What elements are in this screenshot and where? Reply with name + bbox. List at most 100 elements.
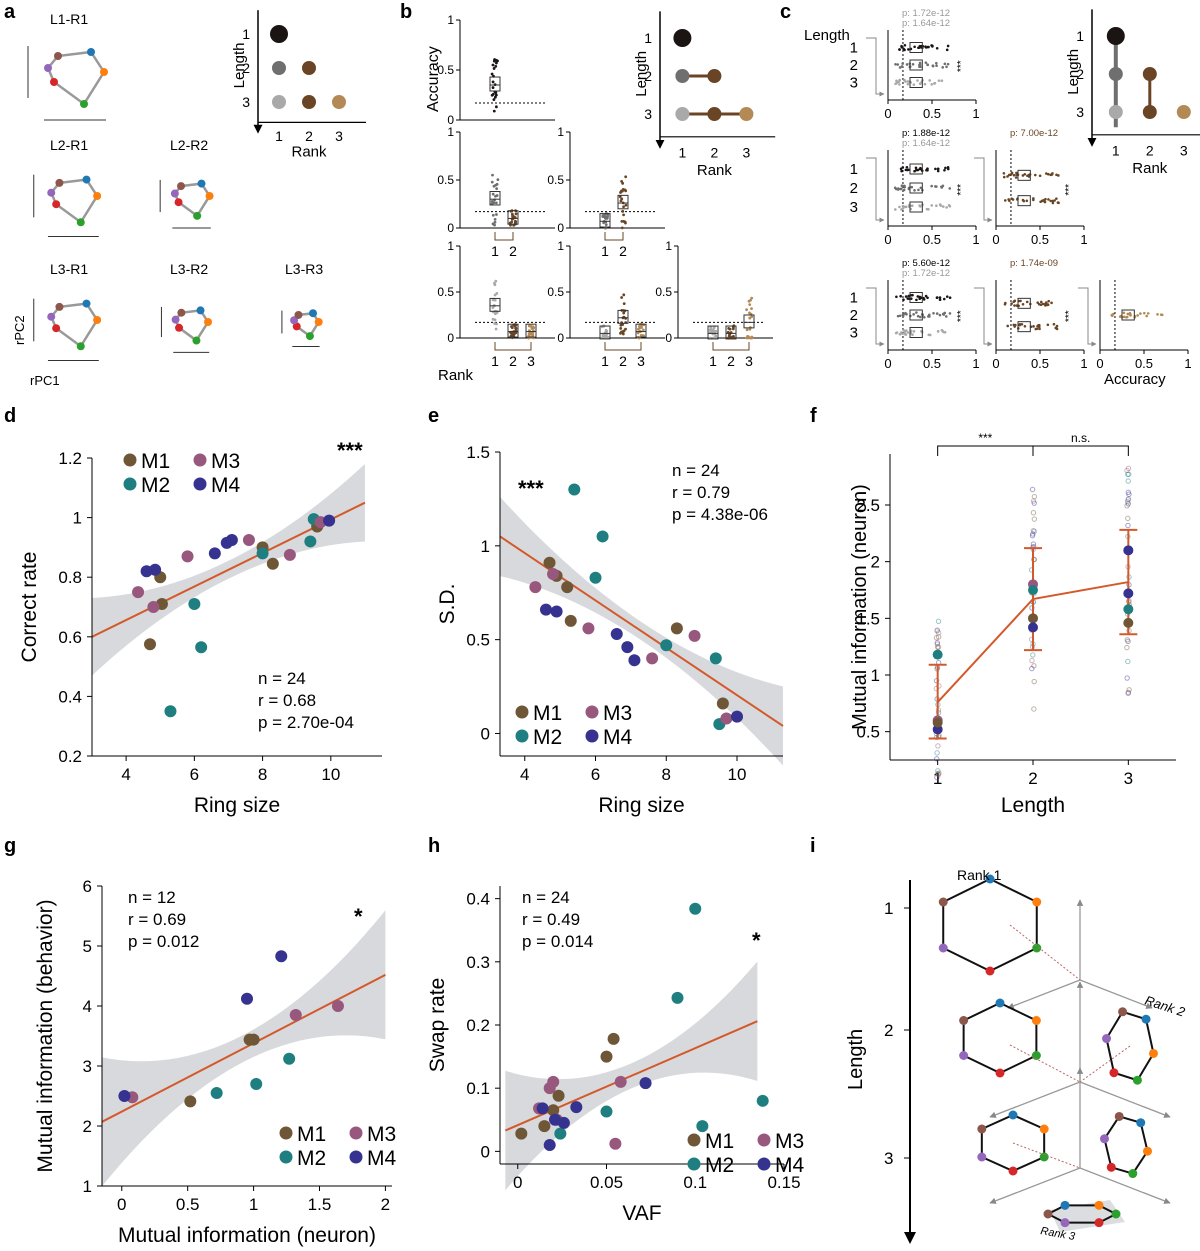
data-point — [539, 603, 552, 616]
ring-node — [197, 179, 206, 188]
projection-dashed — [1009, 924, 1081, 981]
accuracy-point — [514, 331, 518, 335]
legend-marker — [585, 729, 599, 743]
data-point — [596, 530, 609, 543]
hexagon-node — [1032, 897, 1042, 907]
accuracy-point — [918, 315, 922, 319]
subplot-tick-label: 0.5 — [655, 285, 672, 299]
panel-a: L1-R1 L2-R1 L2-R2 L3-R1 L3-R2 L3-R3 rPC1… — [12, 10, 366, 388]
legend-rank-label: Rank — [291, 143, 327, 160]
accuracy-point — [1010, 197, 1014, 200]
hexagon-node — [1148, 1048, 1158, 1058]
accuracy-point — [494, 279, 498, 283]
accuracy-point — [1047, 172, 1050, 176]
neuron-point — [1126, 687, 1132, 693]
neuron-point — [1124, 637, 1130, 643]
mouse-mean-point — [1028, 613, 1038, 624]
data-point — [256, 547, 269, 560]
y-tick-label: 1.2 — [58, 449, 82, 468]
subplot-tick-label: 0 — [447, 221, 454, 235]
accuracy-box — [909, 309, 923, 321]
accuracy-point — [931, 45, 934, 48]
accuracy-point — [1057, 201, 1060, 205]
legend-label: M2 — [705, 1154, 734, 1177]
legend-dot — [1108, 105, 1123, 119]
regression-line — [504, 1020, 758, 1132]
accuracy-point — [1054, 326, 1058, 330]
x-tick-label: 0.5 — [176, 1195, 200, 1214]
x-tick-label: 1 — [933, 769, 942, 788]
x-axis-label: Mutual information (neuron) — [118, 1224, 376, 1247]
legend-label: M2 — [141, 474, 170, 497]
accuracy-point — [1126, 312, 1130, 316]
legend-rank-tick: 3 — [1180, 143, 1188, 159]
neuron-point — [1125, 496, 1132, 502]
accuracy-point — [491, 63, 495, 67]
rank-tick-label: 2 — [727, 353, 735, 369]
x-axis-label: Ring size — [598, 794, 684, 817]
accuracy-point — [495, 322, 498, 326]
rank-tick-label: 1 — [491, 243, 499, 259]
comparison-bracket — [1078, 287, 1097, 347]
legend-dot — [1142, 67, 1157, 81]
accuracy-point — [1122, 311, 1126, 315]
neuron-point — [1125, 478, 1131, 484]
legend-rank-tick: 2 — [711, 145, 719, 161]
accuracy-point — [935, 204, 938, 208]
hexagon-node — [1008, 1166, 1018, 1176]
ring-node — [196, 306, 205, 315]
data-point — [275, 950, 288, 963]
accuracy-subplot: 00.511 2 — [437, 125, 555, 259]
ring-node — [47, 312, 56, 321]
projection-dashed — [1079, 1045, 1131, 1083]
accuracy-point — [604, 328, 608, 332]
neuron-point — [1125, 515, 1131, 522]
accuracy-box — [489, 297, 501, 312]
accuracy-point — [910, 185, 914, 189]
neuron-point — [934, 750, 940, 756]
hexagon-node — [1102, 1034, 1112, 1044]
accuracy-point — [898, 79, 902, 82]
accuracy-point — [902, 188, 906, 192]
length-tick-label: 3 — [850, 325, 858, 342]
accuracy-point — [898, 314, 902, 318]
x-tick-label: 0.15 — [767, 1173, 800, 1192]
accuracy-point — [941, 66, 945, 69]
accuracy-subplot: 00.511 2 3 — [547, 239, 665, 369]
accuracy-point — [896, 63, 900, 66]
neuron-point — [1031, 516, 1038, 522]
ring-node — [80, 100, 88, 108]
rank-bracket — [494, 232, 514, 241]
subplot-tick-label: 0.5 — [547, 285, 564, 299]
legend-marker — [193, 477, 207, 491]
length-tick-label: 1 — [850, 40, 858, 57]
hexagon-node — [1099, 1134, 1109, 1144]
neuron-point — [1029, 533, 1036, 539]
chart-f: 1 2 3 0.5 1 1.5 2 2.5 Length Mutual information (… — [849, 431, 1176, 817]
ring-node — [177, 308, 186, 317]
accuracy-point — [937, 79, 941, 82]
accuracy-point — [1015, 173, 1018, 177]
comparison-bracket — [1032, 445, 1129, 456]
neuron-point — [935, 770, 941, 777]
x-tick-label: 0.05 — [590, 1173, 623, 1192]
accuracy-point — [900, 208, 903, 211]
accuracy-point — [926, 63, 929, 67]
accuracy-point — [529, 332, 533, 336]
data-point — [547, 1104, 560, 1117]
rank-bracket — [604, 342, 642, 351]
accuracy-point — [624, 189, 628, 193]
ring-diagram — [160, 306, 213, 353]
accuracy-point — [1020, 322, 1024, 326]
accuracy-point — [494, 105, 498, 109]
accuracy-point — [642, 328, 645, 332]
accuracy-point — [748, 327, 752, 331]
p-value-label: p: 1.64e-12 — [902, 138, 950, 149]
accuracy-point — [620, 296, 624, 299]
accuracy-point — [903, 43, 907, 47]
neuron-point — [934, 756, 940, 762]
accuracy-point — [943, 168, 946, 172]
accuracy-point — [938, 313, 942, 317]
rank-length-legend-b: Length Rank 1 1 2 2 3 3 — [633, 11, 776, 179]
accuracy-box — [707, 325, 719, 340]
